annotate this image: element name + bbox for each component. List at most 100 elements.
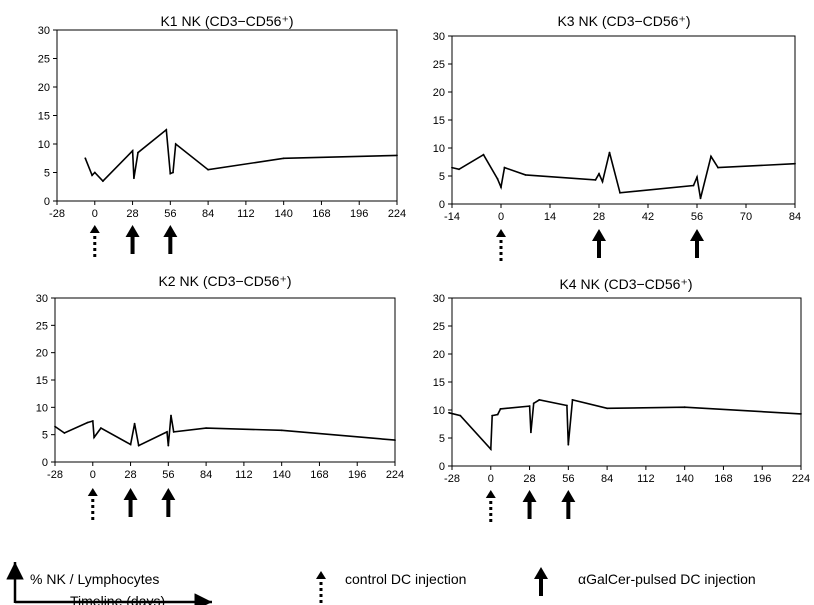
x-tick-label: 196	[348, 469, 366, 481]
control-arrow-dot	[489, 501, 493, 504]
data-point	[566, 404, 568, 407]
data-point	[451, 166, 453, 169]
x-tick-label: 168	[310, 469, 328, 481]
pulsed-arrow-head	[561, 490, 576, 502]
x-tick-label: 224	[388, 208, 406, 220]
series-line	[448, 398, 802, 452]
y-tick-label: 5	[44, 168, 50, 180]
control-arrow-dot	[93, 254, 97, 257]
data-point	[500, 186, 502, 189]
data-point	[394, 439, 396, 441]
data-point	[54, 425, 56, 428]
data-point	[93, 436, 95, 439]
data-point	[170, 414, 172, 417]
x-tick-label: 84	[789, 211, 801, 223]
series-line	[84, 128, 398, 183]
y-tick-label: 25	[433, 321, 445, 333]
pulsed-arrow-shaft	[130, 235, 135, 254]
control-arrow-dot	[93, 236, 97, 239]
pulsed-arrow-shaft	[168, 235, 173, 254]
data-point	[717, 166, 719, 169]
data-point	[794, 162, 796, 165]
control-injection-arrow-icon	[496, 229, 506, 261]
pulsed-arrow-shaft	[597, 239, 601, 258]
y-tick-label: 20	[433, 87, 445, 99]
pulsed-injection-arrow-icon	[161, 488, 176, 517]
control-arrow-dot	[91, 505, 95, 508]
data-point	[482, 153, 485, 156]
y-tick-label: 5	[439, 433, 445, 445]
series-line	[54, 415, 396, 447]
legend-pulsed-label: αGalCer-pulsed DC injection	[578, 571, 756, 587]
x-tick-label: 84	[200, 469, 212, 481]
control-arrow-dot	[93, 242, 97, 245]
y-tick-label: 0	[44, 196, 50, 208]
data-point	[137, 444, 140, 447]
data-point	[282, 157, 285, 160]
x-tick-label: 168	[714, 473, 732, 485]
pulsed-injection-arrow-icon	[125, 225, 140, 254]
x-tick-label: -14	[444, 211, 460, 223]
pulsed-arrow-shaft	[695, 239, 699, 258]
data-point	[567, 443, 570, 446]
control-arrow-dot	[91, 511, 95, 514]
x-tick-label: 0	[92, 208, 98, 220]
x-tick-label: 140	[272, 469, 290, 481]
data-point	[538, 399, 541, 401]
data-point	[91, 174, 93, 177]
legend-y-axis-label: % NK / Lymphocytes	[30, 571, 159, 587]
y-tick-label: 10	[38, 139, 50, 151]
data-point	[280, 429, 283, 432]
pulsed-arrow-shaft	[539, 577, 543, 596]
panel-title: K4 NK (CD3−CD56⁺)	[559, 276, 692, 292]
y-tick-label: 10	[36, 402, 48, 414]
y-tick-label: 5	[439, 171, 445, 183]
pulsed-arrow-head	[534, 567, 548, 579]
data-point	[496, 177, 499, 180]
data-point	[528, 405, 531, 407]
data-point	[133, 422, 136, 425]
x-tick-label: 0	[488, 473, 494, 485]
data-point	[601, 180, 604, 183]
legend-pulsed-arrow-icon	[534, 567, 548, 596]
x-tick-label: 56	[164, 208, 176, 220]
plot-frame	[451, 35, 796, 205]
data-point	[172, 431, 175, 433]
control-arrow-dot	[489, 507, 493, 510]
data-point	[207, 168, 210, 171]
pulsed-injection-arrow-icon	[592, 229, 606, 258]
pulsed-injection-arrow-icon	[522, 490, 537, 519]
legend-control-label: control DC injection	[345, 571, 466, 587]
x-tick-label: 0	[498, 211, 504, 223]
control-arrow-dot	[91, 517, 95, 520]
control-arrow-head	[496, 229, 506, 237]
data-point	[396, 154, 398, 157]
plot-frame	[451, 297, 802, 467]
x-tick-label: 84	[601, 473, 613, 485]
control-arrow-dot	[319, 588, 323, 591]
data-point	[683, 406, 686, 409]
pulsed-injection-arrow-icon	[123, 488, 138, 517]
data-point	[800, 413, 802, 415]
control-arrow-dot	[319, 594, 323, 597]
data-point	[84, 157, 87, 160]
y-tick-label: 30	[433, 293, 445, 305]
data-point	[524, 174, 527, 176]
pulsed-arrow-head	[690, 229, 704, 241]
data-point	[169, 172, 172, 175]
data-point	[102, 180, 104, 183]
panel-title: K3 NK (CD3−CD56⁺)	[557, 13, 690, 29]
y-tick-label: 15	[38, 111, 50, 123]
legend-x-axis-label: Timeline (days)	[70, 593, 165, 605]
data-point	[91, 420, 94, 422]
data-point	[699, 197, 702, 200]
control-arrow-dot	[319, 582, 323, 585]
y-tick-label: 30	[38, 25, 50, 37]
panel-title: K1 NK (CD3−CD56⁺)	[160, 13, 293, 29]
legend-control: control DC injection	[316, 571, 466, 603]
y-tick-label: 25	[36, 320, 48, 332]
pulsed-injection-arrow-icon	[561, 490, 576, 519]
control-injection-arrow-icon	[87, 488, 98, 520]
